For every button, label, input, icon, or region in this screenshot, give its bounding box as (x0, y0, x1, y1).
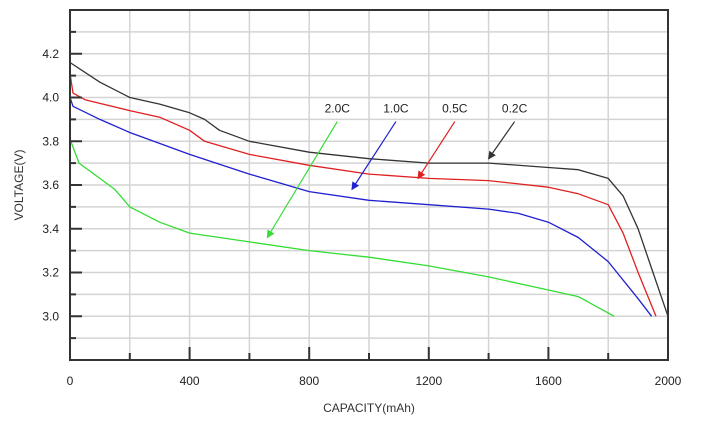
annotation-arrow-0.2C (488, 121, 516, 160)
y-tick-label: 3.8 (42, 134, 59, 148)
y-tick-label: 4.2 (42, 47, 59, 61)
series-label-0.5C: 0.5C (442, 101, 468, 115)
y-tick-label: 3.0 (42, 309, 59, 323)
grid (70, 10, 668, 360)
x-tick-label: 1200 (415, 374, 442, 388)
y-tick-label: 3.6 (42, 178, 59, 192)
series-label-1.0C: 1.0C (383, 101, 409, 115)
series-label-0.2C: 0.2C (502, 101, 528, 115)
y-tick-label: 3.2 (42, 266, 59, 280)
y-tick-label: 3.4 (42, 222, 59, 236)
y-tick-label: 4.0 (42, 91, 59, 105)
x-tick-label: 800 (299, 374, 319, 388)
ticks: 0 400 800 1200 1600 2000 3.0 3.2 3.4 3.6 3.8 4.0 4.2 (42, 30, 682, 388)
series-line-1.0C (69, 97, 653, 317)
annotations: 0.2C 0.5C 1.0C 2.0C (266, 101, 528, 239)
annotation-arrow-2.0C (266, 121, 338, 239)
x-tick-label: 2000 (655, 374, 682, 388)
series-label-2.0C: 2.0C (325, 101, 351, 115)
annotation-arrow-0.5C (417, 121, 456, 180)
series-line-2.0C (69, 138, 615, 317)
x-tick-label: 0 (67, 374, 74, 388)
x-tick-label: 1600 (535, 374, 562, 388)
series-line-0.2C (69, 61, 669, 317)
x-axis-label: CAPACITY(mAh) (323, 401, 415, 415)
series-lines (69, 61, 669, 317)
y-axis-label: VOLTAGE(V) (12, 150, 26, 221)
annotation-arrow-1.0C (351, 121, 397, 191)
x-tick-label: 400 (180, 374, 200, 388)
series-line-0.5C (69, 73, 657, 317)
